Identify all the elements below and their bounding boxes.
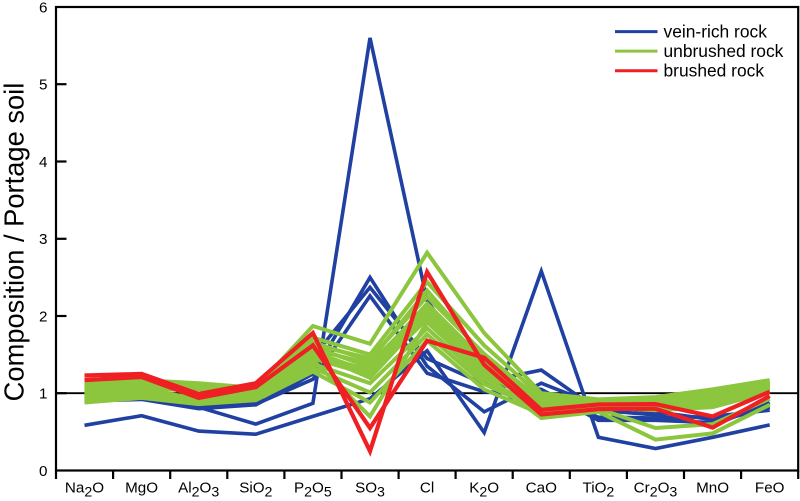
svg-text:unbrushed rock: unbrushed rock	[664, 41, 784, 61]
svg-text:CaO: CaO	[526, 479, 557, 496]
svg-text:K2​O: K2​O	[469, 479, 499, 500]
svg-text:SiO2​: SiO2​	[239, 479, 272, 500]
svg-text:0: 0	[39, 463, 47, 480]
svg-text:brushed rock: brushed rock	[664, 61, 765, 81]
svg-text:Na2​O: Na2​O	[65, 479, 104, 500]
svg-text:P2​O5​: P2​O5​	[294, 479, 332, 500]
svg-text:1: 1	[39, 386, 47, 403]
svg-text:Cr2​O3​: Cr2​O3​	[634, 479, 678, 500]
svg-text:SO3​: SO3​	[355, 479, 385, 500]
svg-text:Cl: Cl	[420, 479, 434, 496]
svg-text:2: 2	[39, 308, 47, 325]
svg-text:4: 4	[39, 154, 47, 171]
svg-text:TiO2​: TiO2​	[583, 479, 615, 500]
svg-text:MnO: MnO	[696, 479, 729, 496]
svg-text:MgO: MgO	[125, 479, 158, 496]
svg-text:3: 3	[39, 231, 47, 248]
svg-text:5: 5	[39, 77, 47, 94]
svg-text:FeO: FeO	[755, 479, 785, 496]
svg-text:vein-rich rock: vein-rich rock	[664, 22, 768, 42]
svg-text:Composition / Portage soil: Composition / Portage soil	[0, 83, 30, 402]
svg-text:6: 6	[39, 0, 47, 16]
svg-text:Al2​O3​: Al2​O3​	[178, 479, 219, 500]
